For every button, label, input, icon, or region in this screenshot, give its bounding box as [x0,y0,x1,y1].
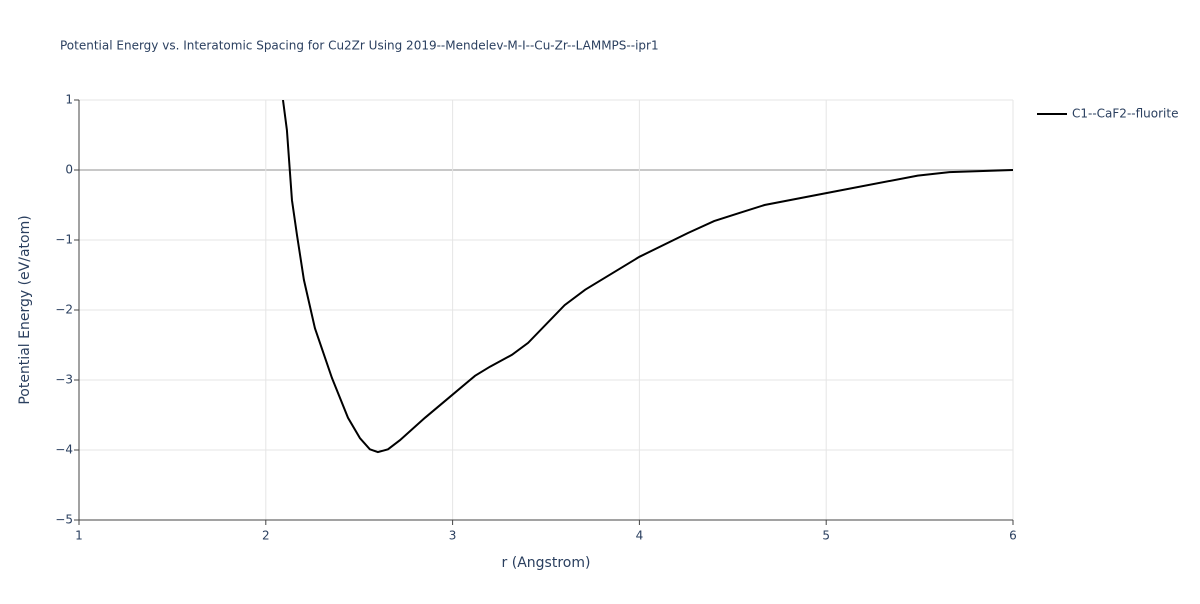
y-tick-label: −4 [55,443,73,457]
y-tick-label: 0 [65,163,73,177]
x-tick-label: 4 [636,529,644,543]
y-tick-label: −5 [55,513,73,527]
y-tick-label: −2 [55,303,73,317]
x-tick-label: 5 [822,529,830,543]
y-tick-label: −3 [55,373,73,387]
x-axis-title: r (Angstrom) [502,555,591,571]
chart-title: Potential Energy vs. Interatomic Spacing… [60,39,659,53]
y-tick-label: −1 [55,233,73,247]
legend-label: C1--CaF2--fluorite [1072,107,1178,121]
x-tick-label: 3 [449,529,457,543]
x-tick-label: 6 [1009,529,1017,543]
x-tick-label: 2 [262,529,270,543]
y-tick-label: 1 [65,93,73,107]
line [281,100,1013,454]
y-axis-title: Potential Energy (eV/atom) [17,215,33,404]
x-tick-label: 1 [75,529,83,543]
